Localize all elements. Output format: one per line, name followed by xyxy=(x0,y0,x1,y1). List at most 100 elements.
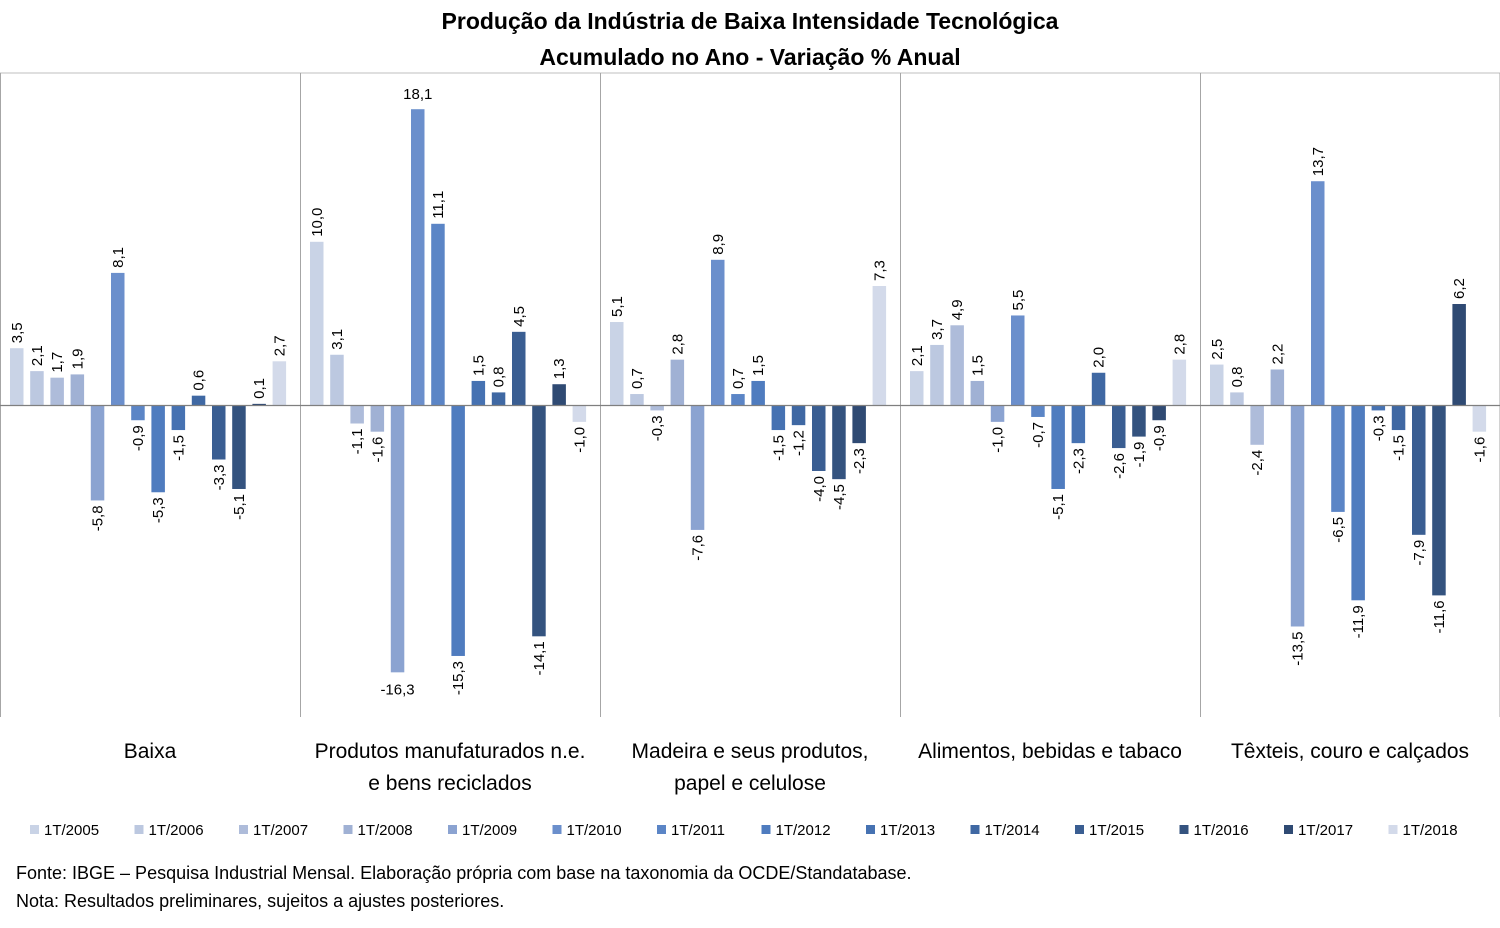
data-label: -2,6 xyxy=(1111,453,1128,479)
legend-swatch xyxy=(761,825,771,834)
bar xyxy=(552,384,566,406)
data-label: -2,3 xyxy=(1070,448,1087,474)
bar xyxy=(532,405,546,637)
bar xyxy=(471,380,486,406)
bar xyxy=(330,354,344,406)
data-label: -0,3 xyxy=(649,415,666,441)
data-label: -14,1 xyxy=(531,641,548,675)
bar xyxy=(252,403,266,406)
legend-label: 1T/2016 xyxy=(1194,822,1249,839)
data-label: -0,3 xyxy=(1370,415,1387,441)
bar xyxy=(872,285,887,406)
bar xyxy=(272,361,287,406)
bar xyxy=(1051,405,1065,489)
data-label: 0,6 xyxy=(191,370,208,391)
bar xyxy=(990,405,1005,422)
data-label: 2,1 xyxy=(29,345,46,366)
category-label: Têxteis, couro e calçados xyxy=(1231,740,1469,763)
legend-swatch xyxy=(1075,825,1084,834)
data-label: 8,1 xyxy=(110,247,127,268)
bar xyxy=(1011,315,1025,406)
bar xyxy=(572,405,587,422)
data-label: -0,9 xyxy=(1151,425,1168,451)
legend-label: 1T/2005 xyxy=(44,822,99,839)
bar xyxy=(1311,181,1325,406)
bar xyxy=(1250,405,1264,445)
bar xyxy=(1112,405,1126,449)
data-label: 8,9 xyxy=(710,234,727,255)
data-label: -5,1 xyxy=(231,494,248,520)
data-label: 1,5 xyxy=(969,355,986,376)
data-label: -4,0 xyxy=(811,476,828,502)
bar xyxy=(70,374,85,406)
data-label: 2,7 xyxy=(271,335,288,356)
bar xyxy=(650,405,664,411)
data-label: 0,7 xyxy=(730,368,747,389)
data-label: -5,3 xyxy=(150,497,167,523)
data-label: 13,7 xyxy=(1310,147,1327,176)
data-label: -11,6 xyxy=(1431,600,1448,633)
bar xyxy=(1270,369,1285,406)
bar xyxy=(1210,364,1224,406)
legend-swatch xyxy=(134,825,144,834)
bar xyxy=(771,405,786,431)
bar xyxy=(191,395,206,406)
data-label: -1,6 xyxy=(369,437,386,463)
legend-label: 1T/2008 xyxy=(358,822,413,839)
bar xyxy=(1351,405,1365,601)
data-label: -16,3 xyxy=(380,681,414,698)
legend-label: 1T/2010 xyxy=(567,822,622,839)
bar xyxy=(1071,405,1086,444)
data-label: -3,3 xyxy=(211,465,228,491)
data-label: 2,2 xyxy=(1269,344,1286,365)
legend-label: 1T/2012 xyxy=(776,822,831,839)
data-label: -13,5 xyxy=(1290,631,1307,665)
legend-label: 1T/2009 xyxy=(462,822,517,839)
legend-label: 1T/2013 xyxy=(880,822,935,839)
legend-label: 1T/2006 xyxy=(149,822,204,839)
data-label: 2,8 xyxy=(669,334,686,355)
bar xyxy=(1472,405,1487,432)
category-label: Madeira e seus produtos, xyxy=(632,740,869,763)
data-label: -7,9 xyxy=(1411,540,1428,566)
bar xyxy=(451,405,465,656)
data-label: -1,5 xyxy=(770,435,787,461)
bar xyxy=(791,405,806,426)
category-label: Produtos manufaturados n.e. xyxy=(315,740,586,763)
data-label: 1,9 xyxy=(69,349,86,370)
data-label: 0,7 xyxy=(629,368,646,389)
bar xyxy=(512,331,526,406)
data-label: -15,3 xyxy=(450,661,467,695)
data-label: -5,1 xyxy=(1050,494,1067,520)
data-label: -1,5 xyxy=(170,435,187,461)
bar xyxy=(812,405,826,471)
data-label: -5,8 xyxy=(90,505,107,531)
data-label: 2,8 xyxy=(1171,334,1188,355)
bar xyxy=(1290,405,1305,627)
bar xyxy=(370,405,385,432)
data-label: 2,5 xyxy=(1209,339,1226,360)
legend-label: 1T/2011 xyxy=(671,822,725,839)
data-label: -2,3 xyxy=(851,448,868,474)
legend-swatch xyxy=(970,825,980,834)
bar xyxy=(30,371,44,406)
bar xyxy=(1031,405,1045,417)
bar xyxy=(751,380,765,406)
data-label: -0,9 xyxy=(130,425,147,451)
data-label: 6,2 xyxy=(1451,278,1468,299)
bar xyxy=(1452,304,1466,406)
data-label: -1,2 xyxy=(791,430,808,456)
bar xyxy=(491,392,506,406)
chart-subtitle: Acumulado no Ano - Variação % Anual xyxy=(539,44,961,70)
bar xyxy=(1432,405,1446,596)
legend-swatch xyxy=(1179,825,1189,834)
category-label: Baixa xyxy=(124,740,177,763)
bar xyxy=(630,394,644,406)
legend-label: 1T/2014 xyxy=(985,822,1040,839)
bar xyxy=(151,405,165,493)
bar xyxy=(50,377,64,406)
bar xyxy=(1391,405,1406,431)
bar xyxy=(910,371,924,406)
data-label: 1,5 xyxy=(750,355,767,376)
